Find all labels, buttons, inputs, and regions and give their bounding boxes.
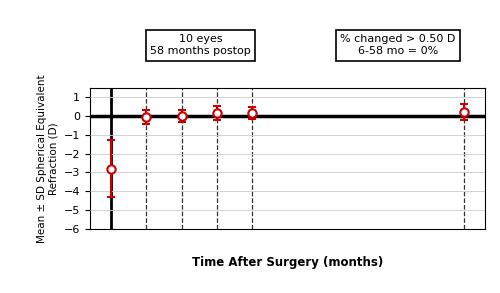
Text: 10 eyes
58 months postop: 10 eyes 58 months postop xyxy=(150,35,251,56)
Y-axis label: Mean ± SD Spherical Equivalent
Refraction (D): Mean ± SD Spherical Equivalent Refractio… xyxy=(36,74,58,243)
X-axis label: Time After Surgery (months): Time After Surgery (months) xyxy=(192,256,383,269)
Text: % changed > 0.50 D
6-58 mo = 0%: % changed > 0.50 D 6-58 mo = 0% xyxy=(340,35,456,56)
